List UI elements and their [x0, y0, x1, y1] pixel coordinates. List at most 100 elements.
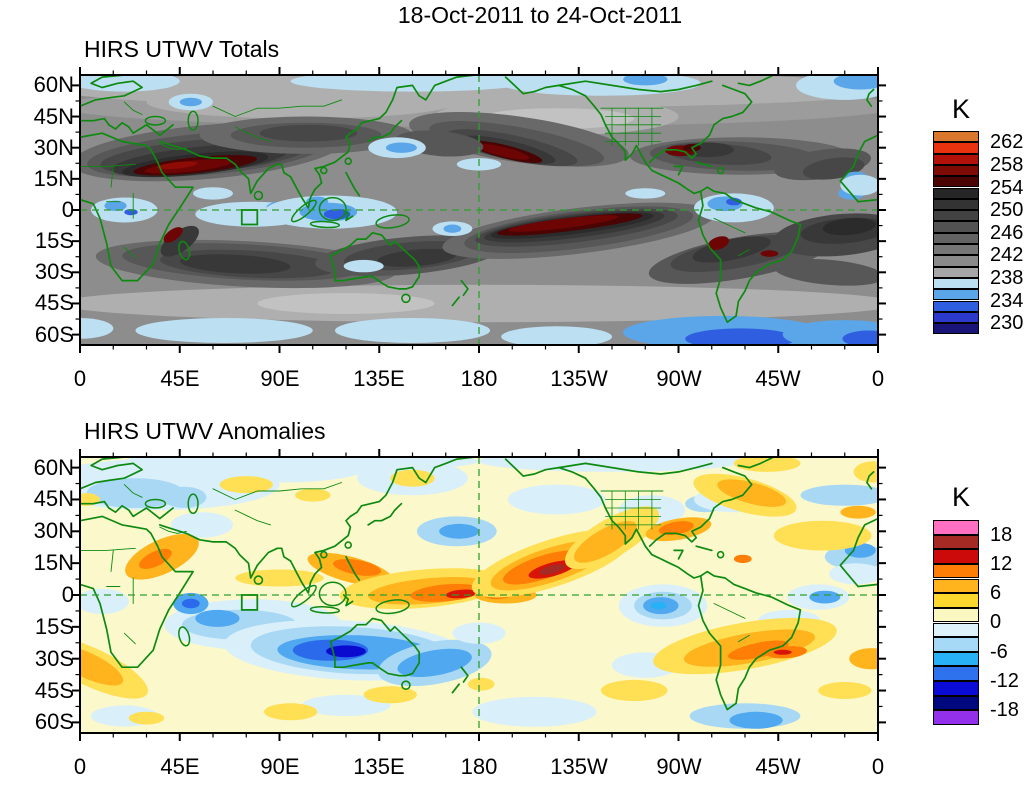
contour-blob — [452, 622, 506, 644]
contour-blob — [181, 598, 200, 609]
colorbar-box — [933, 232, 979, 244]
contour-blob — [80, 75, 180, 92]
coastline — [695, 161, 713, 168]
lon-tick-label: 45W — [755, 366, 801, 391]
contour-blob — [162, 486, 207, 508]
contour-blob — [257, 293, 435, 314]
lon-tick-label: 90W — [656, 366, 702, 391]
contour-blob — [179, 97, 202, 107]
lat-tick-label: 45S — [34, 290, 74, 315]
contour-blob — [733, 554, 752, 564]
colorbar-box — [933, 681, 979, 696]
coastline — [839, 517, 878, 588]
island-dot — [320, 166, 328, 175]
lat-tick-label: 30N — [33, 518, 74, 543]
contour-blob — [139, 548, 172, 569]
contour-blob — [508, 215, 619, 232]
lon-tick-label: 0 — [73, 366, 87, 391]
coastline — [80, 515, 194, 669]
lat-tick-label: 15S — [34, 228, 74, 253]
colorbar-box — [933, 563, 979, 579]
coastline — [158, 457, 476, 594]
contour-blob — [479, 457, 745, 472]
panel2-title: HIRS UTWV Anomalies — [84, 418, 326, 444]
colorbar-boxes — [933, 131, 979, 335]
contour-blob — [146, 85, 457, 119]
lon-tick-label: 45W — [755, 754, 801, 779]
contour-blob — [545, 291, 768, 316]
lon-tick-label: 180 — [460, 366, 498, 391]
contour-blob — [822, 218, 876, 236]
contour-blob — [259, 124, 358, 142]
contour-blob — [733, 457, 801, 472]
coastline — [673, 549, 684, 560]
coastline — [460, 279, 469, 297]
colorbar-tick-label: 258 — [990, 154, 1024, 176]
totals-map — [72, 67, 886, 353]
island-outline — [309, 606, 341, 614]
coastline — [451, 683, 460, 694]
contour-blob — [800, 484, 878, 506]
lat-tick-label: 45N — [33, 104, 74, 129]
lat-tick-label: 60S — [34, 709, 74, 734]
coastline — [123, 632, 136, 645]
coastline — [697, 570, 802, 711]
contour-blob — [439, 523, 480, 539]
contour-blob — [625, 188, 666, 199]
contour-blob — [443, 224, 462, 233]
colorbar-box — [933, 710, 979, 725]
lat-tick-label: 60N — [33, 455, 74, 480]
contour-blob — [685, 328, 796, 345]
island-outline — [375, 599, 410, 615]
island-outline — [144, 115, 167, 126]
contour-blob — [323, 209, 351, 220]
coastline — [648, 466, 753, 548]
contour-blob — [600, 679, 668, 702]
colorbar-box — [933, 311, 979, 324]
contour-blob — [853, 461, 878, 483]
contour-blob — [179, 254, 291, 274]
contour-blob — [390, 469, 435, 487]
coastline — [345, 555, 361, 581]
colorbar-tick-label: 262 — [990, 131, 1024, 153]
coastline — [345, 171, 361, 197]
colorbar-units-label: K — [951, 94, 970, 124]
contour-blob — [135, 318, 313, 343]
colorbar-tick-label: 254 — [990, 177, 1024, 199]
coastline — [557, 462, 713, 475]
contour-blob — [829, 563, 878, 585]
map-area-1 — [80, 457, 878, 733]
coastline — [80, 75, 143, 108]
coastline — [737, 249, 750, 257]
coastline — [234, 509, 272, 526]
coastline — [159, 526, 187, 534]
island-dot — [716, 550, 725, 559]
coastline — [159, 143, 187, 151]
island-outline — [375, 214, 410, 229]
contour-blob — [160, 225, 199, 257]
island-outline — [178, 240, 191, 261]
colorbar-box — [933, 578, 979, 594]
coastline — [80, 132, 194, 282]
coastline — [737, 75, 775, 87]
lon-tick-label: 90W — [656, 754, 702, 779]
lat-tick-label: 0 — [61, 197, 74, 222]
colorbar-tick-label: -6 — [990, 641, 1008, 663]
target-region-box — [240, 209, 259, 226]
coastline — [737, 634, 750, 643]
coastline — [697, 186, 802, 324]
contour-blob — [295, 488, 331, 502]
contour-blob — [658, 521, 694, 536]
colorbar-tick-label: -12 — [990, 670, 1019, 692]
lon-tick-label: 180 — [460, 754, 498, 779]
colorbar-box — [933, 607, 979, 623]
lon-tick-label: 0 — [871, 754, 885, 779]
colorbar-box — [933, 221, 979, 233]
colorbar-tick-label: 250 — [990, 199, 1024, 221]
contour-blob — [623, 75, 668, 86]
contour-blob — [727, 640, 789, 660]
coastline — [557, 80, 713, 93]
island-outline — [309, 220, 341, 229]
coastline — [80, 457, 143, 490]
